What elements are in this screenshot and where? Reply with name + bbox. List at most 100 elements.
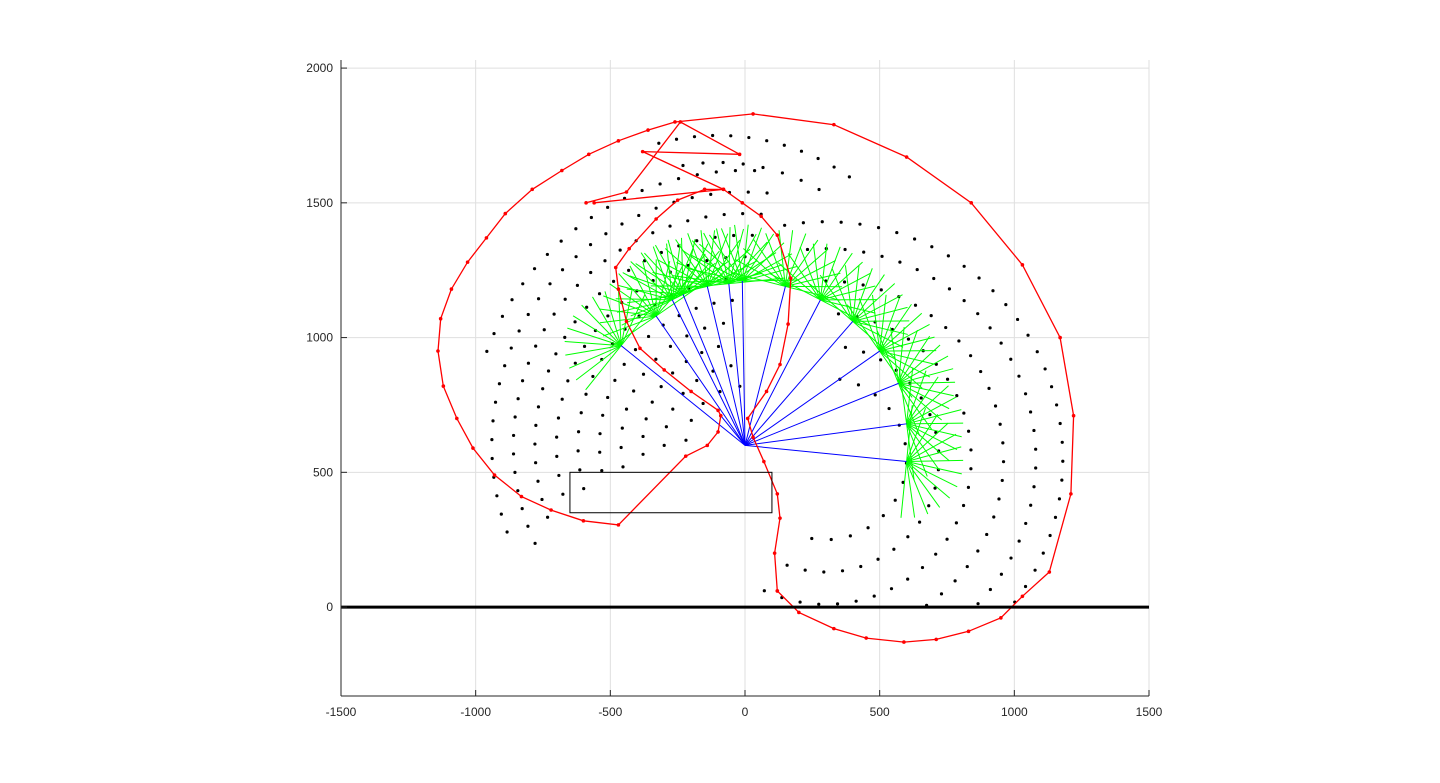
data-point [620, 426, 624, 430]
data-point [879, 288, 883, 292]
boundary-vertex [654, 217, 658, 221]
data-point [548, 282, 552, 286]
data-point [761, 165, 765, 170]
green-ray [675, 239, 708, 287]
data-point [876, 226, 881, 230]
boundary-vertex [966, 629, 971, 634]
data-point [559, 239, 563, 243]
green-ray [900, 461, 908, 518]
boundary-vertex [465, 260, 470, 264]
boundary-vertex [1020, 263, 1025, 267]
boundary-vertex [613, 265, 618, 270]
green-ray [906, 405, 913, 462]
boundary-vertex [449, 287, 454, 291]
data-point [633, 348, 638, 352]
data-point [988, 587, 992, 592]
data-point [534, 461, 538, 465]
boundary-vertex [624, 190, 629, 194]
boundary-vertex [616, 139, 621, 143]
data-point [803, 568, 807, 572]
data-point [967, 429, 971, 433]
blue-link [741, 280, 746, 446]
green-ray [777, 262, 821, 301]
green-ray [852, 320, 910, 322]
green-ray [720, 228, 743, 282]
data-point [641, 372, 646, 376]
green-ray [672, 283, 729, 290]
data-point [729, 364, 733, 368]
green-ray [906, 423, 962, 438]
data-point [898, 260, 902, 264]
data-point [906, 577, 910, 581]
x-tick-label: 500 [870, 705, 890, 719]
data-point [906, 535, 910, 539]
green-ray [728, 233, 757, 284]
boundary-vertex [471, 446, 475, 450]
data-point [799, 178, 803, 182]
data-point [619, 445, 623, 450]
green-ray [730, 271, 786, 287]
data-point [685, 334, 689, 338]
data-point [1057, 497, 1062, 501]
data-point [955, 394, 959, 398]
data-point [540, 497, 544, 502]
data-point [836, 312, 841, 316]
scatter-points [485, 133, 1065, 607]
green-ray [621, 299, 673, 326]
data-point [520, 507, 524, 511]
green-ray [809, 283, 854, 322]
data-point [671, 407, 675, 411]
boundary-vertex [969, 201, 974, 205]
data-point [497, 382, 502, 386]
data-point [516, 489, 520, 493]
data-point [881, 514, 885, 518]
green-ray [906, 370, 927, 424]
data-point [917, 520, 922, 524]
green-ray [652, 285, 708, 300]
data-point [709, 192, 713, 196]
data-point [933, 486, 937, 490]
blue-link [744, 321, 854, 446]
axes: -1500 -1000 -500 0 500 1000 1500 0 500 1000 1500 20… [306, 60, 1163, 719]
green-ray-fans [564, 224, 964, 518]
data-point [606, 205, 610, 209]
data-point [557, 473, 561, 478]
boundary-vertex [624, 319, 629, 324]
data-point [620, 222, 624, 226]
boundary-vertex [492, 473, 497, 477]
green-ray [592, 296, 622, 346]
data-point [493, 400, 498, 404]
green-ray [799, 246, 821, 301]
boundary-vertex [646, 128, 650, 132]
obstacle-rectangle [569, 471, 773, 514]
data-point [872, 594, 876, 598]
green-ray [742, 253, 793, 282]
data-point [1009, 357, 1013, 361]
data-point [621, 465, 625, 469]
data-point [574, 255, 578, 259]
data-point [703, 326, 707, 330]
boundary-vertex [640, 149, 645, 154]
green-ray [852, 274, 885, 322]
data-point [932, 276, 936, 281]
blue-link-lines [620, 280, 907, 463]
green-ray [622, 272, 673, 301]
green-ray [819, 246, 841, 301]
data-point [641, 434, 645, 439]
data-point [843, 247, 847, 252]
data-point [598, 450, 602, 454]
data-point [1033, 568, 1037, 572]
data-point [934, 552, 938, 556]
data-point [854, 599, 858, 603]
boundary-vertex [716, 408, 720, 413]
green-ray [765, 233, 786, 287]
data-point [533, 541, 537, 545]
data-point [962, 411, 966, 415]
data-point [509, 346, 513, 350]
boundary-vertex [592, 201, 596, 205]
green-ray [784, 233, 807, 287]
blue-link [744, 350, 880, 446]
green-ray [676, 262, 730, 285]
blue-link [744, 299, 821, 446]
data-point [695, 173, 699, 177]
